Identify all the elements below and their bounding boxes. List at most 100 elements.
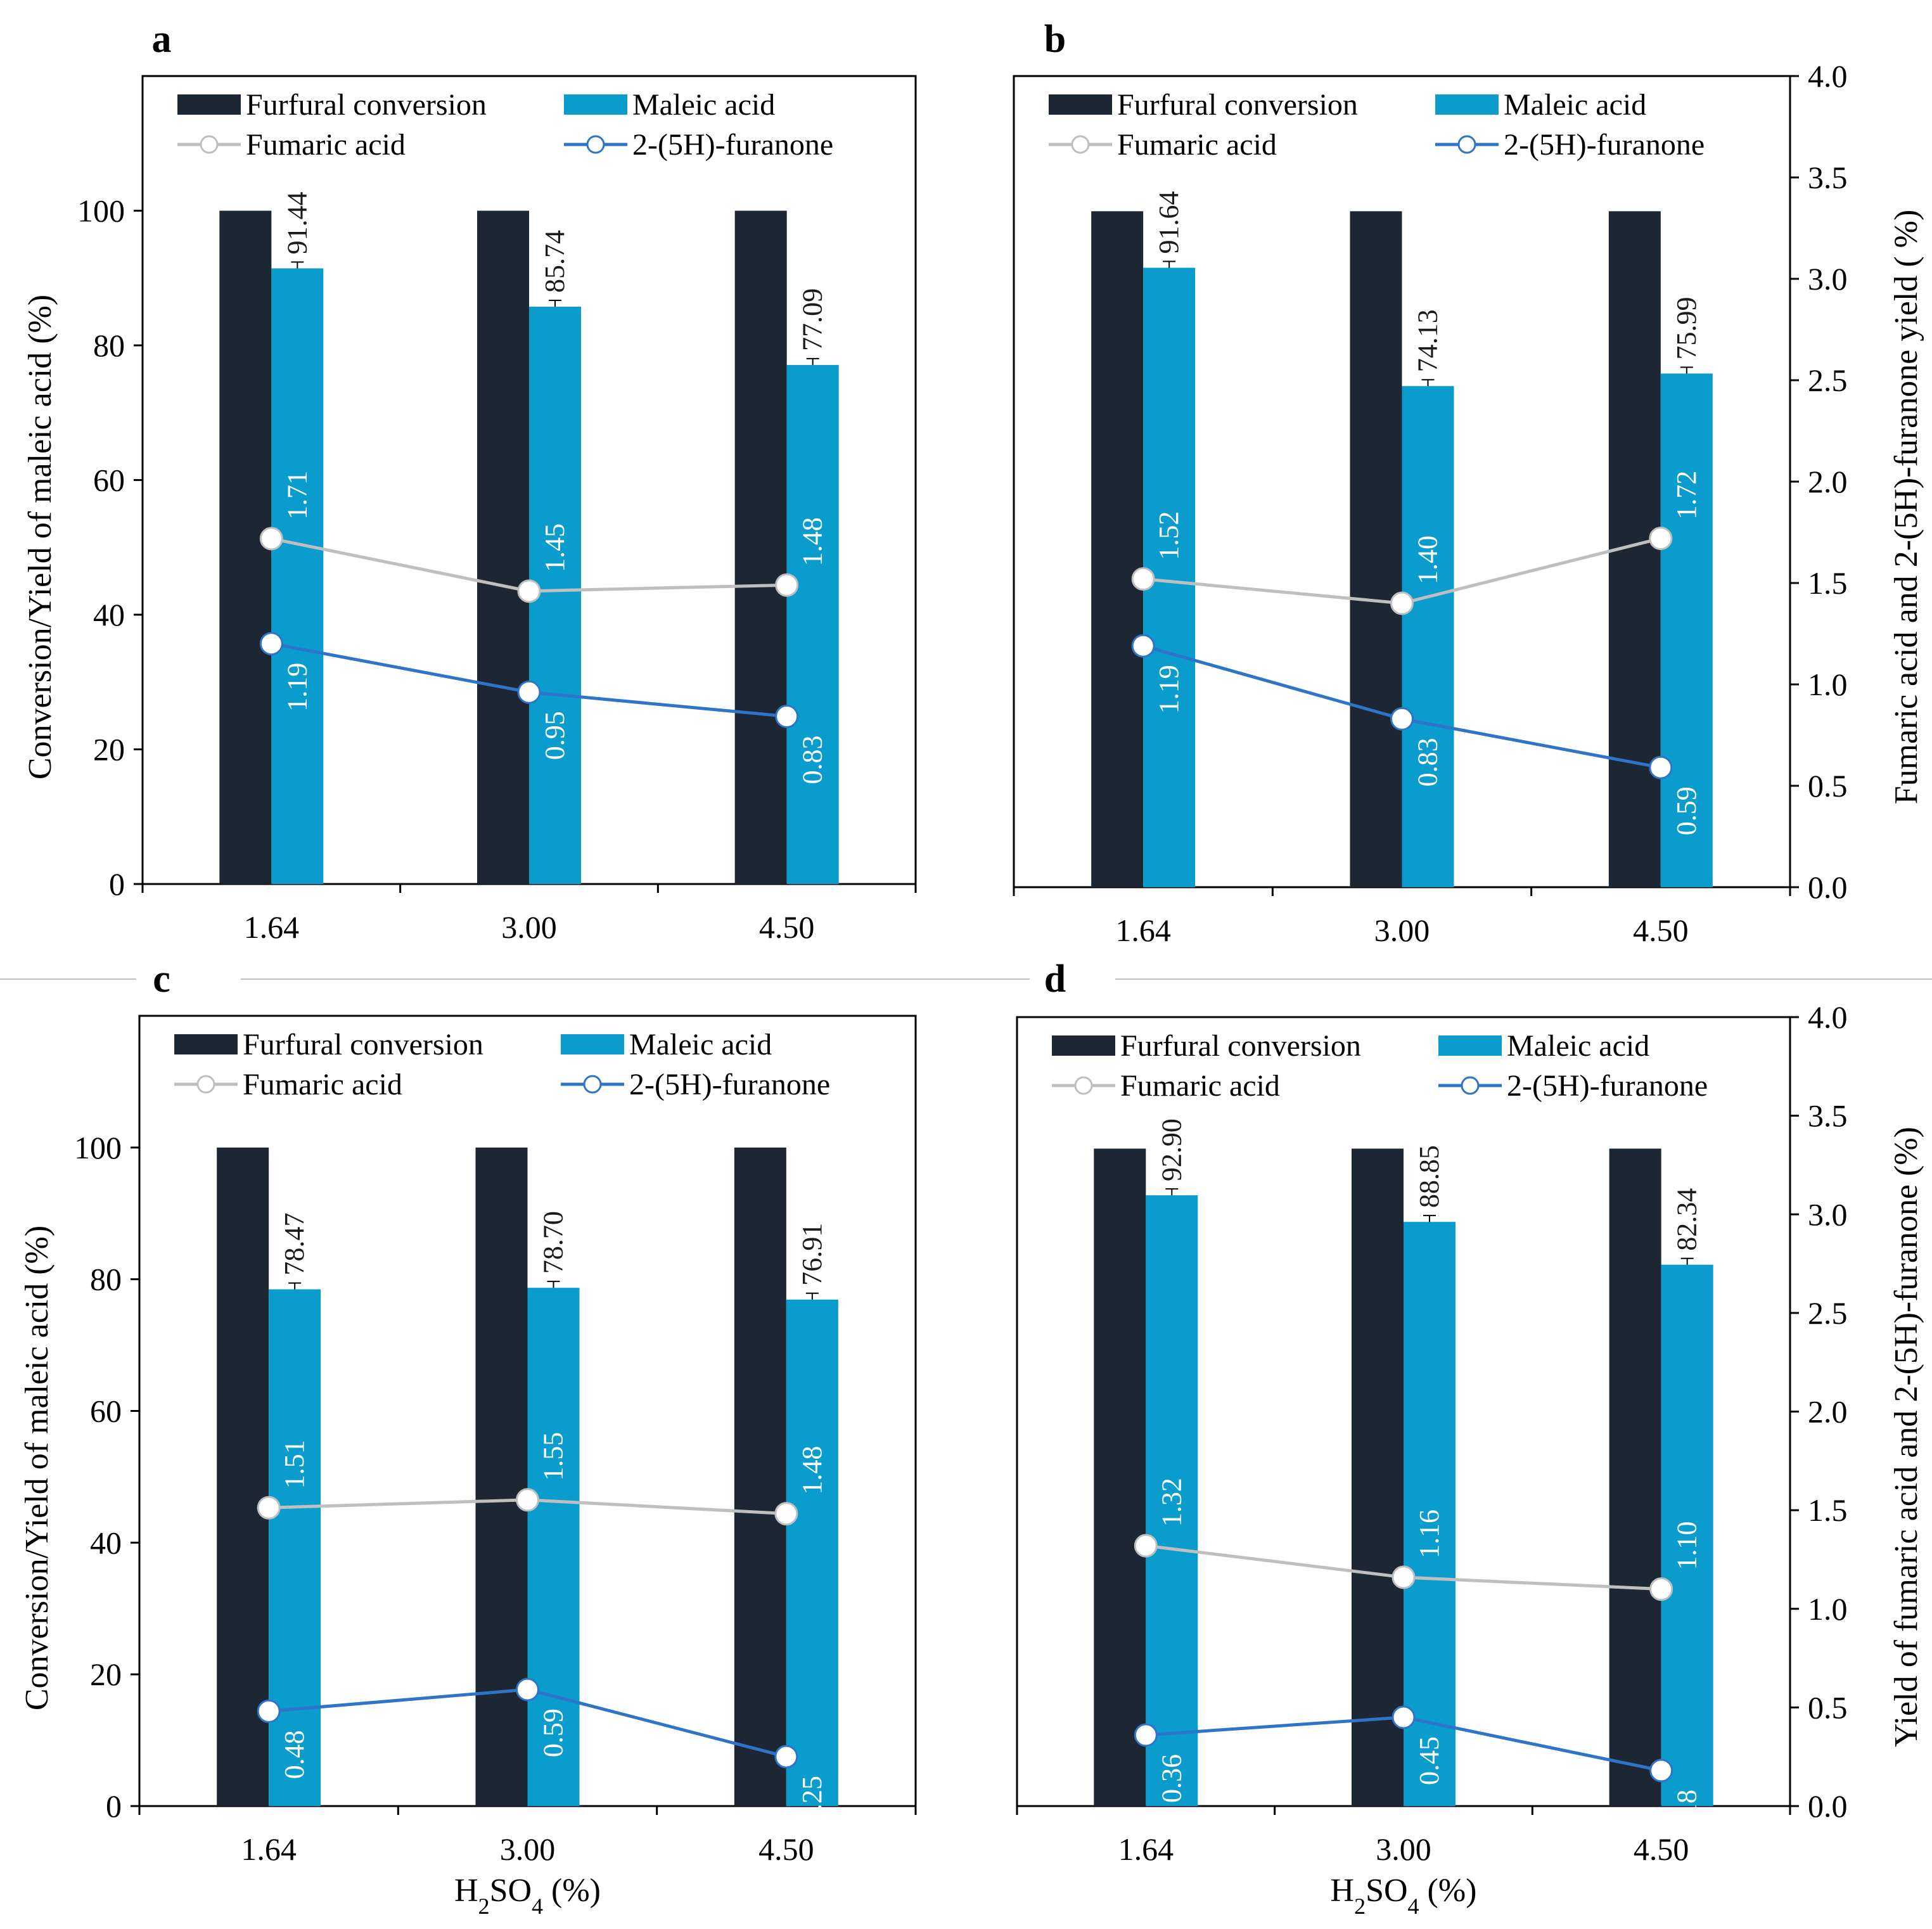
bar-maleic-acid bbox=[1402, 386, 1454, 887]
y2-tick-label: 1.0 bbox=[1808, 667, 1848, 702]
bar-furfural-conversion bbox=[217, 1147, 269, 1806]
bar-furfural-conversion bbox=[475, 1147, 528, 1806]
legend-label-conversion: Furfural conversion bbox=[1120, 1029, 1361, 1063]
data-label-fumaric: 1.51 bbox=[279, 1440, 310, 1489]
legend-swatch-conversion bbox=[1052, 1035, 1115, 1056]
y-tick-label: 100 bbox=[74, 1130, 122, 1165]
y-tick-label: 40 bbox=[90, 1525, 122, 1560]
legend-label-conversion: Furfural conversion bbox=[243, 1028, 483, 1061]
x-tick-label: 3.00 bbox=[1376, 1831, 1431, 1867]
marker-fumaric bbox=[775, 573, 799, 597]
data-label-furanone: 0.48 bbox=[279, 1730, 310, 1779]
y2-tick-label: 2.0 bbox=[1808, 464, 1848, 499]
marker-furanone bbox=[774, 1745, 798, 1769]
marker-furanone bbox=[1390, 707, 1414, 731]
bar-furfural-conversion bbox=[477, 210, 529, 884]
data-label-fumaric: 1.52 bbox=[1153, 511, 1184, 560]
marker-furanone bbox=[1131, 634, 1155, 658]
legend-swatch-maleic bbox=[1438, 1035, 1502, 1056]
data-label-furanone: 1.19 bbox=[281, 663, 312, 712]
y2-tick-label: 1.0 bbox=[1808, 1591, 1848, 1627]
legend-label-fumaric: Fumaric acid bbox=[243, 1068, 402, 1101]
legend-label-furanone: 2-(5H)-furanone bbox=[632, 128, 833, 162]
y2-axis-title: Fumaric acid and 2-(5H)-furanone yield (… bbox=[1888, 210, 1924, 805]
marker-fumaric bbox=[1390, 591, 1414, 615]
marker-fumaric bbox=[774, 1502, 798, 1526]
x-axis-title: H2SO4 (%) bbox=[454, 1873, 601, 1919]
y2-tick-label: 3.5 bbox=[1808, 160, 1848, 195]
marker-furanone bbox=[1649, 755, 1673, 779]
x-tick-label: 3.00 bbox=[1374, 913, 1430, 948]
y2-tick-label: 2.5 bbox=[1808, 362, 1848, 398]
data-label-fumaric: 1.48 bbox=[796, 1446, 828, 1495]
data-label-furanone: 0.83 bbox=[797, 735, 828, 784]
bar-maleic-acid bbox=[786, 364, 839, 884]
y-tick-label: 20 bbox=[93, 732, 125, 767]
legend-label-fumaric: Fumaric acid bbox=[1117, 128, 1277, 162]
bar-maleic-acid bbox=[269, 1289, 321, 1806]
data-label-maleic: 91.44 bbox=[281, 191, 312, 254]
legend-label-conversion: Furfural conversion bbox=[246, 88, 487, 122]
y2-tick-label: 1.5 bbox=[1808, 1492, 1848, 1528]
data-label-maleic: 85.74 bbox=[539, 230, 570, 293]
data-label-furanone: 0.83 bbox=[1412, 738, 1443, 786]
legend-label-maleic: Maleic acid bbox=[629, 1028, 772, 1061]
x-tick-label: 1.64 bbox=[244, 909, 300, 945]
legend-label-conversion: Furfural conversion bbox=[1117, 88, 1358, 122]
legend-label-fumaric: Fumaric acid bbox=[246, 128, 406, 162]
legend-label-maleic: Maleic acid bbox=[1504, 88, 1646, 122]
y-tick-label: 0 bbox=[106, 1788, 122, 1824]
marker-furanone bbox=[259, 632, 283, 656]
y2-tick-label: 0.5 bbox=[1808, 768, 1848, 804]
data-label-furanone: 0.25 bbox=[796, 1776, 828, 1824]
marker-fumaric bbox=[1134, 1534, 1158, 1558]
bar-maleic-acid bbox=[1661, 1264, 1713, 1806]
x-tick-label: 4.50 bbox=[1634, 1831, 1689, 1867]
y2-tick-label: 3.0 bbox=[1808, 261, 1848, 297]
legend-swatch-maleic bbox=[561, 1034, 624, 1054]
y-tick-label: 60 bbox=[90, 1394, 122, 1429]
x-tick-label: 4.50 bbox=[759, 909, 815, 945]
data-label-furanone: 1.19 bbox=[1153, 665, 1184, 714]
data-label-fumaric: 1.48 bbox=[797, 517, 828, 566]
panel-a: a 1.64 3.00 4.50 0 20 40 60 80 100 Conversion/Yiel… bbox=[22, 18, 917, 945]
data-label-furanone: 0.18 bbox=[1672, 1790, 1703, 1838]
data-label-fumaric: 1.45 bbox=[539, 523, 570, 572]
bar-maleic-acid bbox=[527, 1288, 580, 1806]
x-tick-label: 4.50 bbox=[1633, 913, 1689, 948]
marker-furanone bbox=[257, 1699, 281, 1723]
data-label-fumaric: 1.32 bbox=[1156, 1478, 1187, 1527]
legend-marker-furanone bbox=[586, 135, 605, 154]
bar-maleic-acid bbox=[1146, 1195, 1198, 1806]
data-label-maleic: 76.91 bbox=[796, 1223, 828, 1286]
y-tick-label: 100 bbox=[77, 193, 125, 229]
panel-c: c 1.64 3.00 4.50 0 20 40 60 80 100 Conversion/Yiel… bbox=[19, 958, 917, 1919]
bar-furfural-conversion bbox=[734, 1147, 786, 1806]
y-axis-title: Conversion/Yield of maleic acid (%) bbox=[22, 295, 58, 779]
data-label-fumaric: 1.72 bbox=[1671, 471, 1702, 520]
x-tick-label: 1.64 bbox=[241, 1831, 297, 1867]
data-label-maleic: 92.90 bbox=[1156, 1118, 1187, 1181]
y-tick-label: 80 bbox=[90, 1262, 122, 1297]
bar-maleic-acid bbox=[1404, 1222, 1455, 1806]
legend-marker-fumaric bbox=[1071, 135, 1090, 154]
legend-label-furanone: 2-(5H)-furanone bbox=[1507, 1069, 1708, 1103]
data-label-furanone: 0.45 bbox=[1414, 1736, 1445, 1785]
panel-b: b 1.64 3.00 4.50 0.0 0.5 1.0 1.5 2.0 2.5 3.0 3.5 4.0… bbox=[1013, 18, 1924, 948]
y2-tick-label: 0.0 bbox=[1808, 869, 1848, 905]
data-label-furanone: 0.59 bbox=[1671, 786, 1702, 835]
legend: Furfural conversion Maleic acid Fumaric ac… bbox=[177, 88, 833, 162]
data-label-furanone: 0.95 bbox=[539, 711, 570, 760]
y2-tick-label: 0.5 bbox=[1808, 1689, 1848, 1725]
panel-label: b bbox=[1044, 18, 1066, 61]
y2-tick-label: 3.5 bbox=[1808, 1098, 1848, 1134]
bar-maleic-acid bbox=[1660, 373, 1713, 887]
y-tick-label: 20 bbox=[90, 1657, 122, 1692]
bar-maleic-acid bbox=[271, 268, 324, 884]
data-label-maleic: 78.70 bbox=[538, 1211, 569, 1274]
data-label-maleic: 82.34 bbox=[1672, 1188, 1703, 1251]
panel-label: a bbox=[152, 18, 172, 61]
legend-swatch-conversion bbox=[1049, 94, 1112, 115]
y2-axis-title: Yield of fumaric acid and 2-(5H)-furanon… bbox=[1888, 1127, 1924, 1747]
legend: Furfural conversion Maleic acid Fumaric ac… bbox=[174, 1028, 830, 1101]
